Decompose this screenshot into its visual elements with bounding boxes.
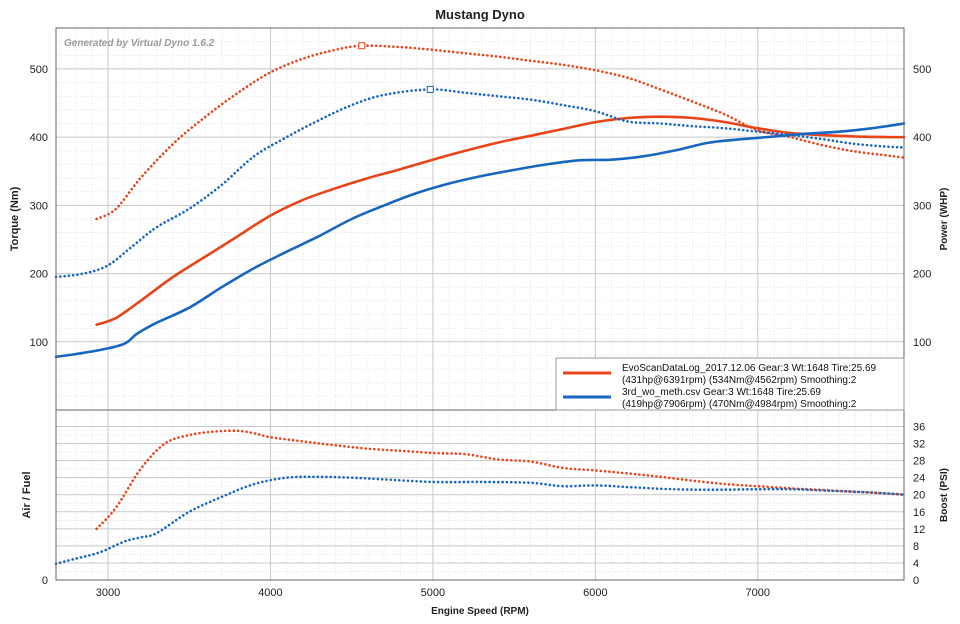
series-line-torque2 <box>54 122 906 359</box>
y-tick-label-torque: 400 <box>30 132 48 144</box>
airfuel-boost-panel-frame <box>55 409 905 581</box>
y2-tick-label-power: 500 <box>913 64 931 76</box>
chart-title: Mustang Dyno <box>435 7 525 22</box>
x-tick-label: 6000 <box>583 587 607 599</box>
legend-entry-series1-line1: EvoScanDataLog_2017.12.06 Gear:3 Wt:1648… <box>622 363 877 374</box>
legend-entry-series2-line1: 3rd_wo_meth.csv Gear:3 Wt:1648 Tire:25.6… <box>622 387 821 398</box>
legend-box <box>555 357 905 411</box>
y-tick-label-torque: 500 <box>30 64 48 76</box>
legend-entry-series1-line2: (431hp@6391rpm) (534Nm@4562rpm) Smoothin… <box>622 375 857 386</box>
y-axis-label-airfuel: Air / Fuel <box>21 471 33 518</box>
series-line-boost2 <box>54 475 906 566</box>
tick-layer: 3000 4000 5000 6000 700010020030040050010020… <box>30 64 932 599</box>
y2-tick-label-boost: 8 <box>913 541 919 553</box>
y-tick-label-torque: 300 <box>30 200 48 212</box>
y2-tick-label-boost: 0 <box>913 575 919 587</box>
legend-entry-series2-line2: (419hp@7906rpm) (470Nm@4984rpm) Smoothin… <box>622 399 857 410</box>
series-line-power2 <box>54 88 906 279</box>
y-tick-label-torque: 100 <box>30 337 48 349</box>
x-tick-label: 7000 <box>746 587 770 599</box>
y2-tick-label-boost: 12 <box>913 524 925 536</box>
y2-tick-label-boost: 24 <box>913 473 925 485</box>
peak-marker-power2 <box>426 85 434 93</box>
y2-tick-label-boost: 20 <box>913 490 925 502</box>
watermark: Generated by Virtual Dyno 1.6.2 <box>64 38 215 49</box>
y2-axis-label-power: Power (WHP) <box>939 188 950 251</box>
series-line-torque1 <box>95 115 906 326</box>
peak-marker-power1 <box>358 42 366 50</box>
y2-axis-label-boost: Boost (PSI) <box>939 468 950 522</box>
y2-tick-label-boost: 4 <box>913 558 919 570</box>
y2-tick-label-power: 100 <box>913 337 931 349</box>
y2-tick-label-boost: 16 <box>913 507 925 519</box>
legend: EvoScanDataLog_2017.12.06 Gear:3 Wt:1648… <box>555 357 905 411</box>
y-tick-label-torque: 200 <box>30 269 48 281</box>
series-layer <box>54 42 906 566</box>
series-line-boost1 <box>95 429 906 531</box>
x-tick-label: 4000 <box>258 587 282 599</box>
y2-tick-label-boost: 28 <box>913 456 925 468</box>
y2-tick-label-boost: 36 <box>913 422 925 434</box>
y2-tick-label-power: 300 <box>913 200 931 212</box>
y-axis-label-torque: Torque (Nm) <box>9 186 21 251</box>
y2-tick-label-boost: 32 <box>913 439 925 451</box>
x-tick-label: 3000 <box>96 587 120 599</box>
grid-layer <box>56 28 905 580</box>
x-axis-label: Engine Speed (RPM) <box>431 606 529 617</box>
y2-tick-label-power: 400 <box>913 132 931 144</box>
y2-tick-label-power: 200 <box>913 269 931 281</box>
y-tick-label-airfuel: 0 <box>42 575 48 587</box>
x-tick-label: 5000 <box>421 587 445 599</box>
